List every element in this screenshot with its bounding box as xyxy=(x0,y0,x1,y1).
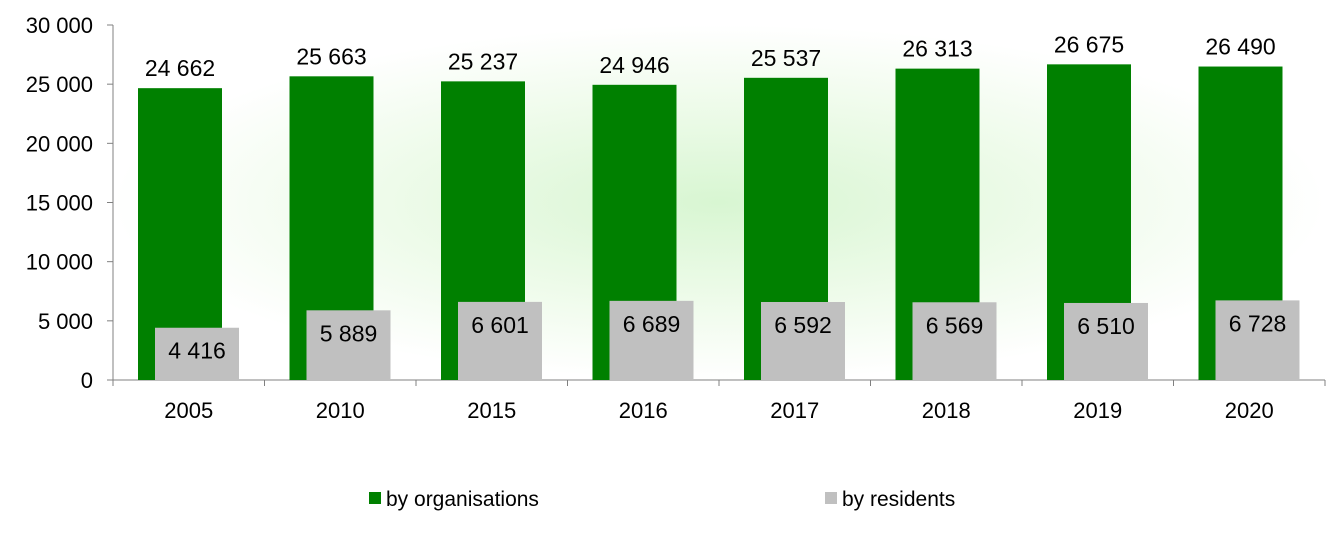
y-tick-label: 30 000 xyxy=(26,13,93,38)
data-label-by-residents: 6 510 xyxy=(1077,313,1135,339)
data-label-by-organisations: 25 537 xyxy=(751,45,821,71)
data-label-by-organisations: 26 675 xyxy=(1054,31,1124,57)
bar-by-residents xyxy=(155,327,239,380)
data-label-by-residents: 4 416 xyxy=(168,338,226,364)
data-label-by-residents: 5 889 xyxy=(320,320,378,346)
legend: by organisations by residents xyxy=(369,488,955,511)
data-label-by-organisations: 25 663 xyxy=(296,43,366,69)
legend-swatch xyxy=(369,492,381,504)
y-tick-label: 0 xyxy=(81,368,93,393)
data-label-by-residents: 6 601 xyxy=(471,312,529,338)
bar-by-residents xyxy=(609,300,694,380)
data-label-by-residents: 6 689 xyxy=(623,311,681,337)
y-tick-label: 5 000 xyxy=(38,309,93,334)
y-axis: 0 5 000 10 000 15 000 20 000 25 000 30 000 xyxy=(26,13,114,393)
x-tick-label: 2019 xyxy=(1073,398,1122,423)
y-tick-label: 25 000 xyxy=(26,72,93,97)
x-tick-label: 2018 xyxy=(922,398,971,423)
y-tick-label: 20 000 xyxy=(26,131,93,156)
data-label-by-organisations: 25 237 xyxy=(448,48,518,74)
x-tick-label: 2015 xyxy=(467,398,516,423)
bar-by-residents xyxy=(458,301,542,380)
bar-by-residents xyxy=(912,302,997,380)
bar-by-residents xyxy=(1215,300,1300,380)
data-labels: 24 662 4 416 25 663 5 889 25 237 6 601 24 946 6… xyxy=(145,31,1286,363)
legend-swatch xyxy=(825,492,837,504)
x-tick-label: 2010 xyxy=(316,398,365,423)
x-tick-label: 2016 xyxy=(619,398,668,423)
y-tick-label: 15 000 xyxy=(26,191,93,216)
data-label-by-residents: 6 592 xyxy=(774,312,832,338)
data-label-by-organisations: 26 313 xyxy=(902,36,972,62)
data-label-by-organisations: 26 490 xyxy=(1205,34,1275,60)
x-tick-label: 2017 xyxy=(770,398,819,423)
bar-by-residents xyxy=(1064,302,1148,380)
data-label-by-residents: 6 728 xyxy=(1229,310,1287,336)
legend-label: by organisations xyxy=(386,488,539,511)
bar-by-residents xyxy=(761,301,845,380)
x-tick-label: 2005 xyxy=(164,398,213,423)
legend-item: by organisations xyxy=(369,488,539,511)
y-tick-label: 10 000 xyxy=(26,250,93,275)
data-label-by-organisations: 24 662 xyxy=(145,55,215,81)
data-label-by-residents: 6 569 xyxy=(926,312,984,338)
legend-item: by residents xyxy=(825,488,955,511)
bars xyxy=(138,64,1300,381)
data-label-by-organisations: 24 946 xyxy=(599,52,669,78)
bar-by-residents xyxy=(306,310,391,380)
x-axis: 2005 2010 2015 2016 2017 2018 2019 2020 xyxy=(112,379,1326,423)
legend-label: by residents xyxy=(842,488,955,511)
x-tick-label: 2020 xyxy=(1225,398,1274,423)
